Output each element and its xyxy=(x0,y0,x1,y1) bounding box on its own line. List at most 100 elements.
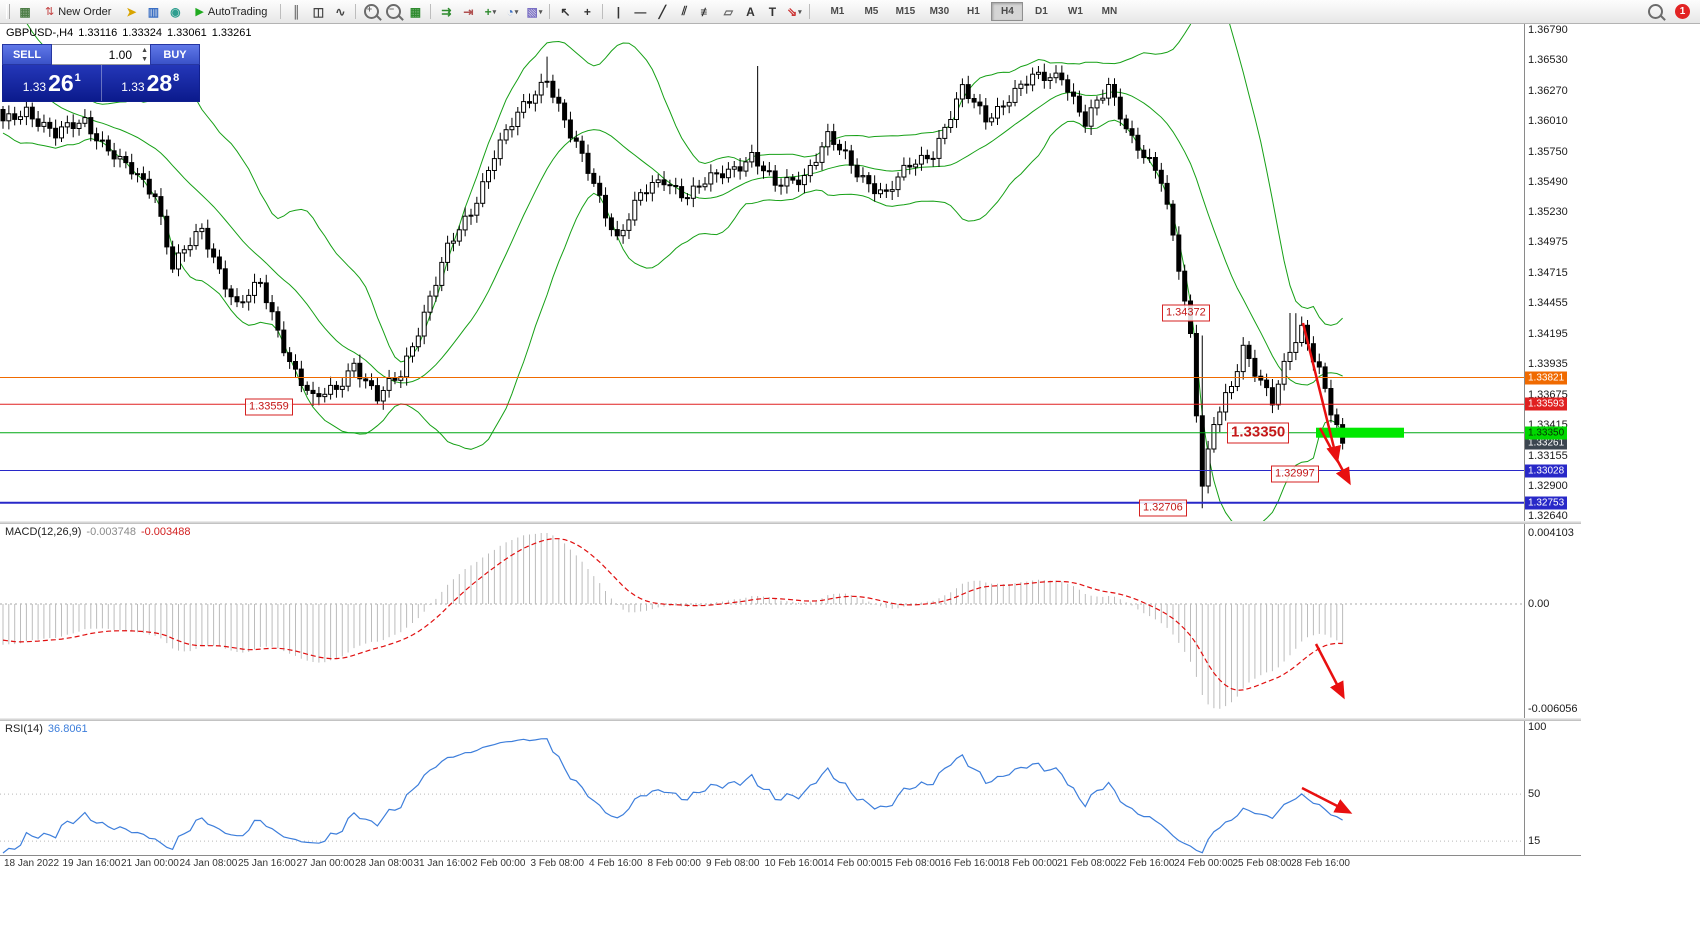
toolbar-separator xyxy=(430,4,432,19)
search-icon[interactable] xyxy=(1648,4,1663,19)
volume-up-icon[interactable]: ▲ xyxy=(141,47,148,54)
macd-splitter[interactable] xyxy=(0,521,1581,524)
indicators-icon[interactable]: + ▾ xyxy=(484,4,497,19)
macd-axis-label: -0.006056 xyxy=(1528,702,1578,715)
zoom-in-icon[interactable]: + xyxy=(361,2,381,21)
annotation-arrow-3 xyxy=(1314,643,1345,700)
timeframe-m15[interactable]: M15 xyxy=(895,6,916,17)
rsi-axis-label: 50 xyxy=(1528,788,1541,801)
notification-badge[interactable]: 1 xyxy=(1675,4,1690,19)
timeframe-bar: M1 M5 M15 M30 H1 H4 D1 W1 MN xyxy=(820,2,1126,21)
price-tag: 1.33028 xyxy=(1525,464,1568,477)
macd-signal-line xyxy=(2,538,1343,691)
timeframe-w1[interactable]: W1 xyxy=(1067,6,1083,17)
trendline-icon[interactable]: ╱ xyxy=(658,4,667,19)
time-axis-label: 16 Feb 16:00 xyxy=(940,858,999,869)
main-toolbar: ▦ ⇅ New Order ➤ ▥ ◉ ▶ AutoTrading ║ ◫ ∿ + − ▦ ⇉ ⇥ + ▾ ◔ ▾ ▧ ▾… xyxy=(0,0,1700,24)
time-axis-label: 4 Feb 16:00 xyxy=(589,858,643,869)
timeframe-m5[interactable]: M5 xyxy=(864,6,879,17)
time-axis-label: 25 Jan 16:00 xyxy=(238,858,296,869)
chart-bars-icon[interactable]: ║ xyxy=(292,4,301,19)
price-axis-label: 1.33935 xyxy=(1528,358,1568,371)
price-callout-label: 1.33350 xyxy=(1227,422,1290,443)
rsi-axis-label: 15 xyxy=(1528,835,1541,848)
shapes-icon[interactable]: ▱ xyxy=(723,4,734,19)
toolbar-right: 1 xyxy=(1648,4,1700,19)
cursor-icon[interactable]: ↖ xyxy=(560,4,571,19)
zoom-out-icon[interactable]: − xyxy=(383,2,403,21)
expert-advisors-icon[interactable]: ➤ xyxy=(126,4,137,19)
chart-shift-icon[interactable]: ⇥ xyxy=(463,4,474,19)
price-axis-label: 1.36530 xyxy=(1528,54,1568,67)
high-value: 1.33324 xyxy=(122,27,162,39)
templates-icon[interactable]: ▧ ▾ xyxy=(526,4,543,19)
market-watch-icon[interactable]: ▥ xyxy=(147,4,160,19)
time-axis-label: 18 Feb 00:00 xyxy=(998,858,1058,869)
time-axis-label: 19 Jan 16:00 xyxy=(62,858,121,869)
toolbar-handle[interactable] xyxy=(6,4,10,19)
price-tag: 1.32753 xyxy=(1525,496,1568,510)
text-icon[interactable]: A xyxy=(746,4,755,19)
timeframe-h4[interactable]: H4 xyxy=(991,2,1024,21)
rsi-splitter[interactable] xyxy=(0,718,1581,721)
text-label-icon[interactable]: T xyxy=(768,4,777,19)
timeframe-mn[interactable]: MN xyxy=(1101,6,1118,17)
sell-button[interactable]: SELL xyxy=(2,44,52,65)
new-chart-icon[interactable]: ▦ xyxy=(19,4,31,19)
vertical-line-icon[interactable]: | xyxy=(616,4,621,19)
price-axis-label: 1.35230 xyxy=(1528,206,1568,219)
one-click-trading-panel: SELL ▲ ▼ BUY 1.33 26 1 1.33 28 8 xyxy=(2,44,200,102)
macd-name: MACD(12,26,9) xyxy=(5,526,82,538)
price-axis-label: 1.34195 xyxy=(1528,327,1568,340)
time-axis-label: 14 Feb 00:00 xyxy=(823,858,882,869)
sell-price-button[interactable]: 1.33 26 1 xyxy=(3,65,102,101)
chart-candles-icon[interactable]: ◫ xyxy=(312,4,325,19)
crosshair-icon[interactable]: + xyxy=(583,4,591,19)
horizontal-line-icon[interactable]: ― xyxy=(634,4,647,19)
volume-down-icon[interactable]: ▼ xyxy=(141,56,148,63)
timeframe-m30[interactable]: M30 xyxy=(929,6,950,17)
volume-box: ▲ ▼ xyxy=(52,44,150,65)
bollinger-upper-band xyxy=(26,24,1343,363)
price-callout-label: 1.33559 xyxy=(245,398,293,416)
axis-lines xyxy=(0,24,1581,856)
time-axis-label: 24 Feb 00:00 xyxy=(1174,858,1233,869)
price-callout-label: 1.34372 xyxy=(1162,304,1210,322)
auto-scroll-icon[interactable]: ⇉ xyxy=(441,4,452,19)
new-order-button[interactable]: ⇅ New Order xyxy=(45,5,112,19)
price-tag: 1.33350 xyxy=(1525,426,1568,440)
time-axis-label: 31 Jan 16:00 xyxy=(413,858,472,869)
rsi-name: RSI(14) xyxy=(5,723,43,735)
buy-price-button[interactable]: 1.33 28 8 xyxy=(102,65,200,101)
toolbar-items: ▦ ⇅ New Order ➤ ▥ ◉ ▶ AutoTrading ║ ◫ ∿ + − ▦ ⇉ ⇥ + ▾ ◔ ▾ ▧ ▾… xyxy=(0,0,1648,23)
toolbar-separator xyxy=(280,4,282,19)
volume-input[interactable] xyxy=(52,46,150,63)
timeframe-d1[interactable]: D1 xyxy=(1035,6,1048,17)
autotrading-button[interactable]: ▶ AutoTrading xyxy=(195,5,268,19)
buy-price-big: 28 xyxy=(146,69,173,96)
timeframe-h1[interactable]: H1 xyxy=(967,6,980,17)
arrows-icon[interactable]: ⇘ ▾ xyxy=(787,4,802,19)
buy-button[interactable]: BUY xyxy=(150,44,200,65)
data-window-icon[interactable]: ◉ xyxy=(170,4,181,19)
time-axis-label: 22 Feb 16:00 xyxy=(1115,858,1175,869)
time-axis-label: 28 Jan 08:00 xyxy=(355,858,413,869)
price-callout-label: 1.32997 xyxy=(1271,465,1319,483)
time-axis-label: 21 Jan 00:00 xyxy=(121,858,179,869)
macd-value: -0.003748 xyxy=(86,526,136,538)
price-axis-label: 1.35490 xyxy=(1528,176,1568,188)
buy-price-pip: 8 xyxy=(173,71,180,84)
price-axis-label: 1.33675 xyxy=(1528,388,1568,401)
periods-icon[interactable]: ◔ ▾ xyxy=(506,4,519,19)
fibonacci-icon[interactable]: ≢ xyxy=(700,4,713,19)
tile-windows-icon[interactable]: ▦ xyxy=(409,4,422,19)
equidistant-channel-icon[interactable]: ⫽ xyxy=(681,4,688,18)
rsi-axis-label: 100 xyxy=(1528,721,1547,733)
chart-ohlc-header: GBPUSD-,H4 1.33116 1.33324 1.33061 1.33261 xyxy=(6,27,257,39)
timeframe-m1[interactable]: M1 xyxy=(830,6,845,17)
chart-line-icon[interactable]: ∿ xyxy=(335,4,346,19)
price-tag: 1.33821 xyxy=(1525,371,1568,384)
price-axis-label: 1.34715 xyxy=(1528,266,1568,279)
